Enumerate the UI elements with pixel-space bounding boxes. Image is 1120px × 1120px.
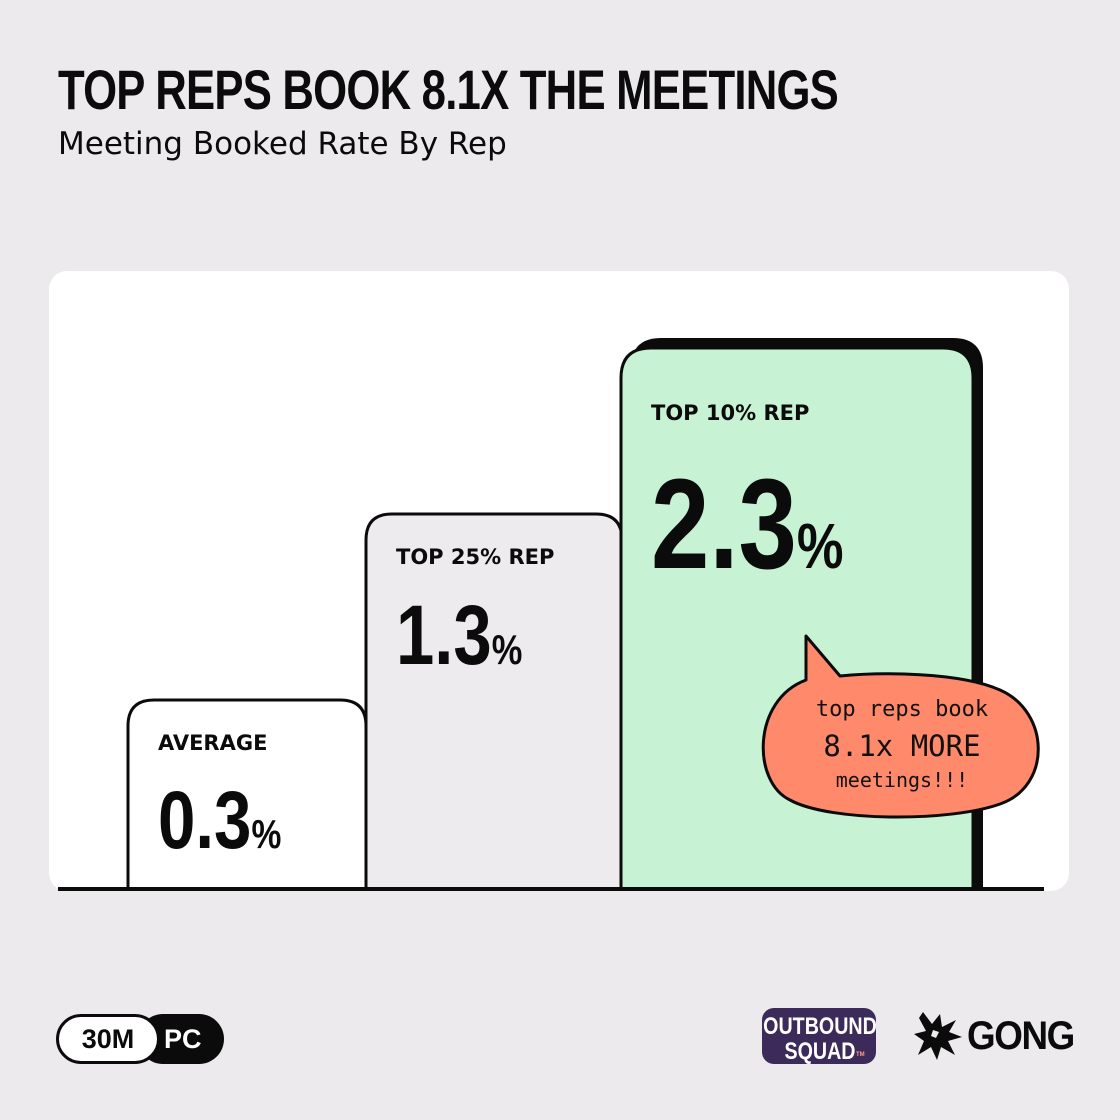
bubble-shape bbox=[761, 634, 1040, 819]
footer-badges: 30M PC bbox=[56, 1014, 224, 1064]
bar-label-1: AVERAGE bbox=[158, 731, 267, 755]
bar-value-1: 0.3% bbox=[158, 774, 281, 866]
bar-1 bbox=[128, 700, 366, 889]
chart-title: TOP REPS BOOK 8.1X THE MEETINGS bbox=[58, 58, 839, 121]
bar-2 bbox=[366, 514, 622, 889]
bubble-line-2: 8.1x MORE bbox=[823, 729, 980, 763]
outbound-squad-logo: OUTBOUND SQUAD TM bbox=[762, 1008, 877, 1064]
gong-wordmark: GONG bbox=[967, 1013, 1075, 1058]
bars-group: AVERAGE 0.3% TOP 25% REP 1.3% TOP 10% REP 2.3… bbox=[126, 338, 983, 889]
bar-label-3: TOP 10% REP bbox=[651, 401, 809, 425]
bar-outline-3 bbox=[619, 346, 975, 889]
bubble-line-3: meetings!!! bbox=[836, 768, 968, 792]
annotation-bubble: top reps book 8.1x MORE meetings!!! bbox=[761, 634, 1040, 819]
gong-logo: GONG bbox=[913, 1010, 1083, 1062]
outbound-logo-line-1: OUTBOUND bbox=[763, 1012, 877, 1039]
bar-value-2: 1.3% bbox=[396, 589, 522, 683]
bubble-line-1: top reps book bbox=[816, 697, 988, 722]
bar-label-2: TOP 25% REP bbox=[396, 545, 554, 569]
outbound-logo-line-2: SQUAD bbox=[784, 1037, 855, 1064]
gong-burst-icon bbox=[914, 1012, 962, 1060]
bar-value-3: 2.3% bbox=[651, 452, 844, 595]
outbound-logo-tm: TM bbox=[856, 1052, 865, 1058]
badge-30m: 30M bbox=[56, 1014, 160, 1064]
chart-subtitle: Meeting Booked Rate By Rep bbox=[58, 126, 507, 162]
